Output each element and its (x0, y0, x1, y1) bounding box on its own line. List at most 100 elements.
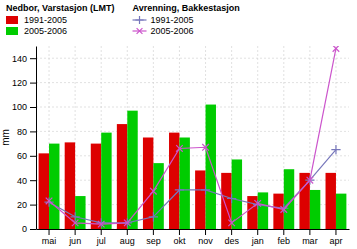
x-tick-mark (49, 229, 50, 235)
x-tick-label: jul (96, 236, 106, 246)
plot: mai jun jul aug sep okt nov des jan feb mar apr 0 20 4… (0, 45, 350, 246)
x-tick: aug (120, 229, 135, 246)
line-series (46, 46, 340, 227)
y-tick: 100 (12, 102, 36, 112)
marker (228, 220, 235, 227)
marker (331, 145, 340, 154)
x-tick: mar (302, 229, 318, 246)
legend-title: Avrenning, Bakkestasjon (133, 3, 240, 13)
y-tick-label: 120 (12, 78, 27, 88)
legend-label: 1991-2005 (151, 15, 194, 25)
x-tick-mark (283, 229, 284, 235)
y-tick-label: 140 (12, 54, 27, 64)
bar (39, 153, 49, 229)
legend-marker (137, 28, 143, 34)
marker (176, 145, 183, 152)
marker (150, 188, 157, 195)
y-tick-label: 0 (22, 224, 27, 234)
x-axis: mai jun jul aug sep okt nov des jan feb mar apr (37, 229, 350, 246)
bar-series (49, 105, 346, 229)
y-tick: 0 (22, 224, 36, 234)
y-tick-mark (30, 229, 36, 230)
x-tick-mark (205, 229, 206, 235)
bar (179, 138, 189, 230)
y-axis: 0 20 40 60 80 100 120 140 (12, 47, 37, 235)
bar (101, 133, 111, 229)
legend-item: 2005-2006 (6, 26, 67, 36)
marker (305, 176, 314, 185)
x-tick-label: jun (68, 236, 81, 246)
line (49, 48, 336, 224)
x-tick-label: nov (198, 236, 213, 246)
x-tick: des (224, 229, 239, 246)
y-tick-label: 20 (17, 200, 27, 210)
marker (46, 198, 53, 205)
x-tick-mark (75, 229, 76, 235)
x-tick: nov (198, 229, 213, 246)
grid (36, 46, 349, 229)
x-tick-label: jan (251, 236, 264, 246)
marker (227, 194, 236, 203)
marker (124, 220, 131, 227)
x-tick-mark (335, 229, 336, 235)
y-tick: 40 (17, 176, 36, 186)
legend-marker (135, 16, 143, 24)
y-tick-mark (30, 107, 36, 108)
grid-line-y (36, 82, 349, 83)
bar (143, 138, 153, 230)
x-tick-label: mai (42, 236, 57, 246)
marker (44, 198, 53, 207)
y-axis-title: mm (0, 129, 11, 146)
legend-label: 1991-2005 (24, 15, 67, 25)
x-tick: apr (329, 229, 342, 246)
x-tick-label: aug (120, 236, 135, 246)
x-tick-label: sep (146, 236, 161, 246)
y-tick-mark (30, 58, 36, 59)
y-tick-mark (30, 180, 36, 181)
x-tick-label: mar (302, 236, 318, 246)
bar (206, 105, 216, 229)
bar (258, 192, 268, 229)
bar (91, 144, 101, 229)
marker (175, 185, 184, 194)
legend-label: 2005-2006 (24, 26, 67, 36)
legend-group: Avrenning, Bakkestasjon1991-20052005-200… (133, 3, 240, 36)
legend-swatch (6, 27, 18, 35)
bar (326, 173, 336, 229)
y-tick-mark (30, 205, 36, 206)
x-tick-label: des (224, 236, 239, 246)
marker (149, 212, 158, 221)
grid-line-y (36, 107, 349, 108)
marker (307, 177, 314, 184)
marker (72, 220, 79, 227)
y-tick-mark (30, 83, 36, 84)
y-tick-label: 80 (17, 127, 27, 137)
marker (202, 144, 209, 151)
x-tick-label: okt (173, 236, 186, 246)
marker (201, 185, 210, 194)
y-tick: 20 (17, 200, 36, 210)
marker (280, 206, 287, 213)
grid-line-y (36, 131, 349, 132)
x-tick-mark (231, 229, 232, 235)
marks (39, 46, 347, 229)
x-tick: okt (173, 229, 186, 246)
bar (310, 190, 320, 229)
x-tick-label: feb (278, 236, 291, 246)
x-tick-label: apr (329, 236, 342, 246)
y-tick: 120 (12, 78, 36, 88)
legend: Nedbor, Varstasjon (LMT)1991-20052005-20… (6, 3, 240, 36)
y-tick: 140 (12, 54, 36, 64)
bar (336, 194, 346, 229)
marker (254, 200, 261, 207)
legend-group: Nedbor, Varstasjon (LMT)1991-20052005-20… (6, 3, 115, 36)
y-tick-label: 40 (17, 176, 27, 186)
x-tick-mark (153, 229, 154, 235)
y-tick: 60 (17, 151, 36, 161)
chart: mai jun jul aug sep okt nov des jan feb mar apr 0 20 4… (0, 0, 357, 249)
x-tick: jul (96, 229, 106, 246)
y-tick-mark (30, 131, 36, 132)
x-tick-mark (127, 229, 128, 235)
x-tick: sep (146, 229, 161, 246)
y-tick-mark (30, 156, 36, 157)
